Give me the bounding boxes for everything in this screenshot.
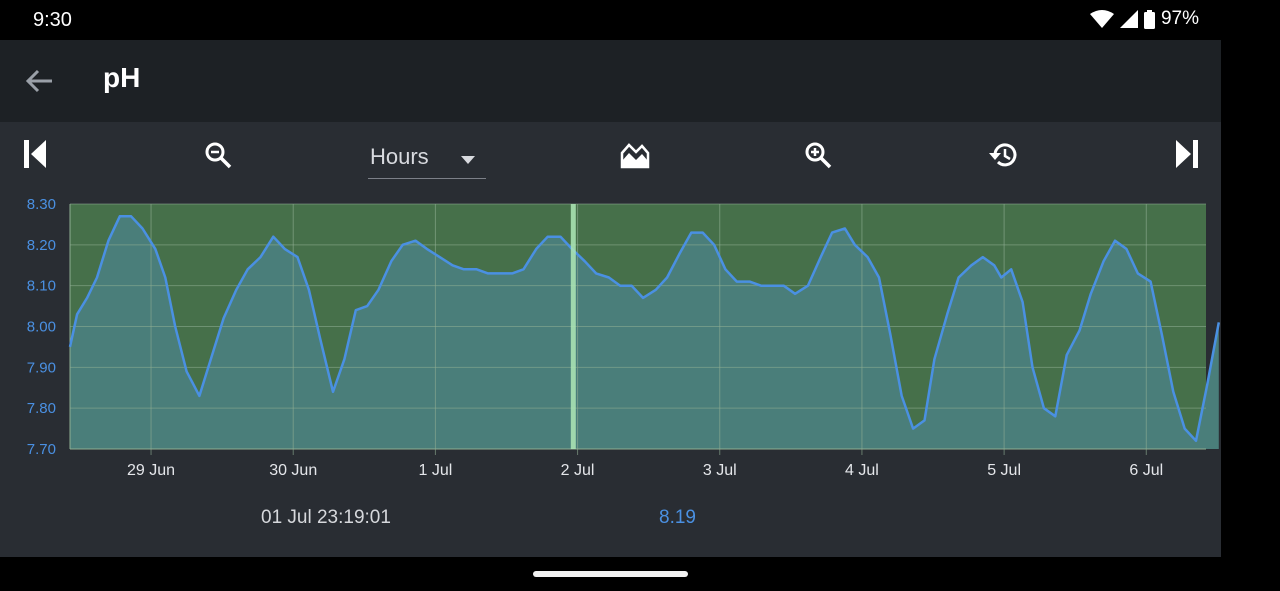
zoom-in-icon[interactable]	[801, 138, 835, 172]
x-tick-label: 2 Jul	[561, 462, 595, 479]
y-tick-label: 8.00	[27, 319, 56, 336]
zoom-out-icon[interactable]	[201, 138, 235, 172]
screen-edge	[1221, 0, 1280, 591]
y-tick-label: 7.90	[27, 359, 56, 376]
y-tick-label: 8.20	[27, 237, 56, 254]
cursor-line	[570, 204, 576, 449]
app-bar: pH	[0, 40, 1221, 122]
battery-icon	[1143, 9, 1155, 29]
cursor-time-readout: 01 Jul 23:19:01	[261, 507, 391, 528]
range-select[interactable]: Hours	[368, 134, 486, 179]
page-title: pH	[103, 62, 141, 93]
wifi-icon	[1089, 10, 1114, 28]
chevron-down-icon	[460, 152, 476, 170]
y-tick-label: 8.10	[27, 278, 56, 295]
skip-to-start-icon[interactable]	[18, 136, 52, 172]
cell-signal-icon	[1119, 10, 1138, 28]
arrow-back-icon[interactable]	[22, 65, 56, 97]
range-select-value: Hours	[370, 144, 429, 169]
x-tick-label: 6 Jul	[1129, 462, 1163, 479]
x-tick-label: 29 Jun	[127, 462, 175, 479]
navigation-bar	[0, 557, 1221, 591]
status-icons: 97%	[1089, 8, 1199, 30]
status-bar: 9:30 97%	[0, 0, 1221, 40]
chart-type-icon[interactable]	[618, 138, 652, 172]
series-line	[68, 215, 1221, 443]
chart-panel: Hours 7.70 7.80 7.90 8.00 8.10 8.20 8.30 29 Jun…	[0, 122, 1221, 557]
series-area	[70, 216, 1219, 449]
home-gesture-handle[interactable]	[533, 571, 688, 577]
skip-to-end-icon[interactable]	[1170, 136, 1204, 172]
status-time: 9:30	[33, 9, 72, 31]
x-tick-label: 1 Jul	[418, 462, 452, 479]
ph-chart[interactable]: 7.70 7.80 7.90 8.00 8.10 8.20 8.30 29 Jun 30 Jun…	[0, 192, 1221, 492]
x-tick-label: 3 Jul	[703, 462, 737, 479]
y-tick-label: 7.70	[27, 441, 56, 458]
history-icon[interactable]	[985, 138, 1021, 172]
cursor-value-readout: 8.19	[659, 507, 696, 528]
x-tick-label: 4 Jul	[845, 462, 879, 479]
x-tick-label: 30 Jun	[269, 462, 317, 479]
y-tick-label: 7.80	[27, 400, 56, 417]
battery-percent: 97%	[1160, 8, 1199, 29]
y-tick-label: 8.30	[27, 196, 56, 213]
x-tick-label: 5 Jul	[987, 462, 1021, 479]
